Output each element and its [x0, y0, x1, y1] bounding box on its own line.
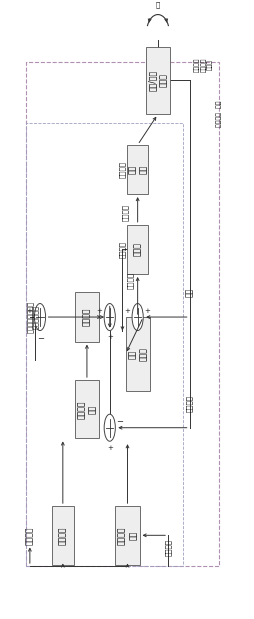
Text: +: + — [107, 445, 113, 451]
Text: 扭矩给定: 扭矩给定 — [126, 272, 133, 288]
Text: 加载扭矩: 加载扭矩 — [121, 204, 128, 221]
Text: 扭矩反馈: 扭矩反馈 — [186, 395, 192, 412]
Text: 前馈: 前馈 — [184, 288, 193, 297]
Circle shape — [132, 303, 143, 331]
Text: 与变速器
输出轴能
量交换: 与变速器 输出轴能 量交换 — [194, 58, 212, 72]
Bar — [75, 292, 99, 342]
Text: 信号调理: 信号调理 — [58, 526, 67, 545]
Text: 电机转动惯量: 电机转动惯量 — [31, 305, 38, 329]
Text: 加载扭矩: 加载扭矩 — [119, 161, 125, 178]
Circle shape — [34, 303, 45, 331]
Text: +: + — [107, 334, 113, 340]
Text: 车辆等效转动惯量: 车辆等效转动惯量 — [26, 301, 33, 333]
Text: 轴: 轴 — [155, 2, 160, 9]
Bar — [75, 380, 99, 438]
Text: +: + — [96, 308, 102, 314]
Bar — [127, 225, 147, 274]
Text: 行驶阻力
模型: 行驶阻力 模型 — [117, 526, 137, 545]
Text: +: + — [124, 308, 130, 314]
Text: 扭矩/转速
传感器: 扭矩/转速 传感器 — [147, 70, 167, 91]
Text: 加载
电机: 加载 电机 — [127, 165, 147, 174]
Bar — [145, 46, 169, 114]
Bar — [125, 317, 149, 391]
Text: 驱动扭矩  转速: 驱动扭矩 转速 — [215, 101, 221, 128]
Text: 角加速度
估计: 角加速度 估计 — [76, 400, 97, 418]
Bar — [127, 145, 147, 194]
Circle shape — [104, 303, 115, 331]
Text: 扭矩给定: 扭矩给定 — [119, 241, 125, 258]
Text: 转速信号: 转速信号 — [25, 526, 34, 545]
Text: +: + — [144, 308, 150, 314]
Circle shape — [104, 414, 115, 441]
Text: 变频器: 变频器 — [133, 243, 141, 256]
Text: +: + — [26, 308, 32, 314]
Bar — [26, 62, 218, 566]
Text: 车辆参数: 车辆参数 — [164, 539, 171, 556]
Text: 扭矩
调节器: 扭矩 调节器 — [127, 347, 147, 361]
Bar — [115, 506, 139, 565]
Bar — [26, 123, 183, 566]
Text: 延迟补偿: 延迟补偿 — [82, 308, 91, 326]
Text: −: − — [116, 417, 123, 426]
Bar — [52, 506, 73, 565]
Text: −: − — [37, 334, 44, 344]
